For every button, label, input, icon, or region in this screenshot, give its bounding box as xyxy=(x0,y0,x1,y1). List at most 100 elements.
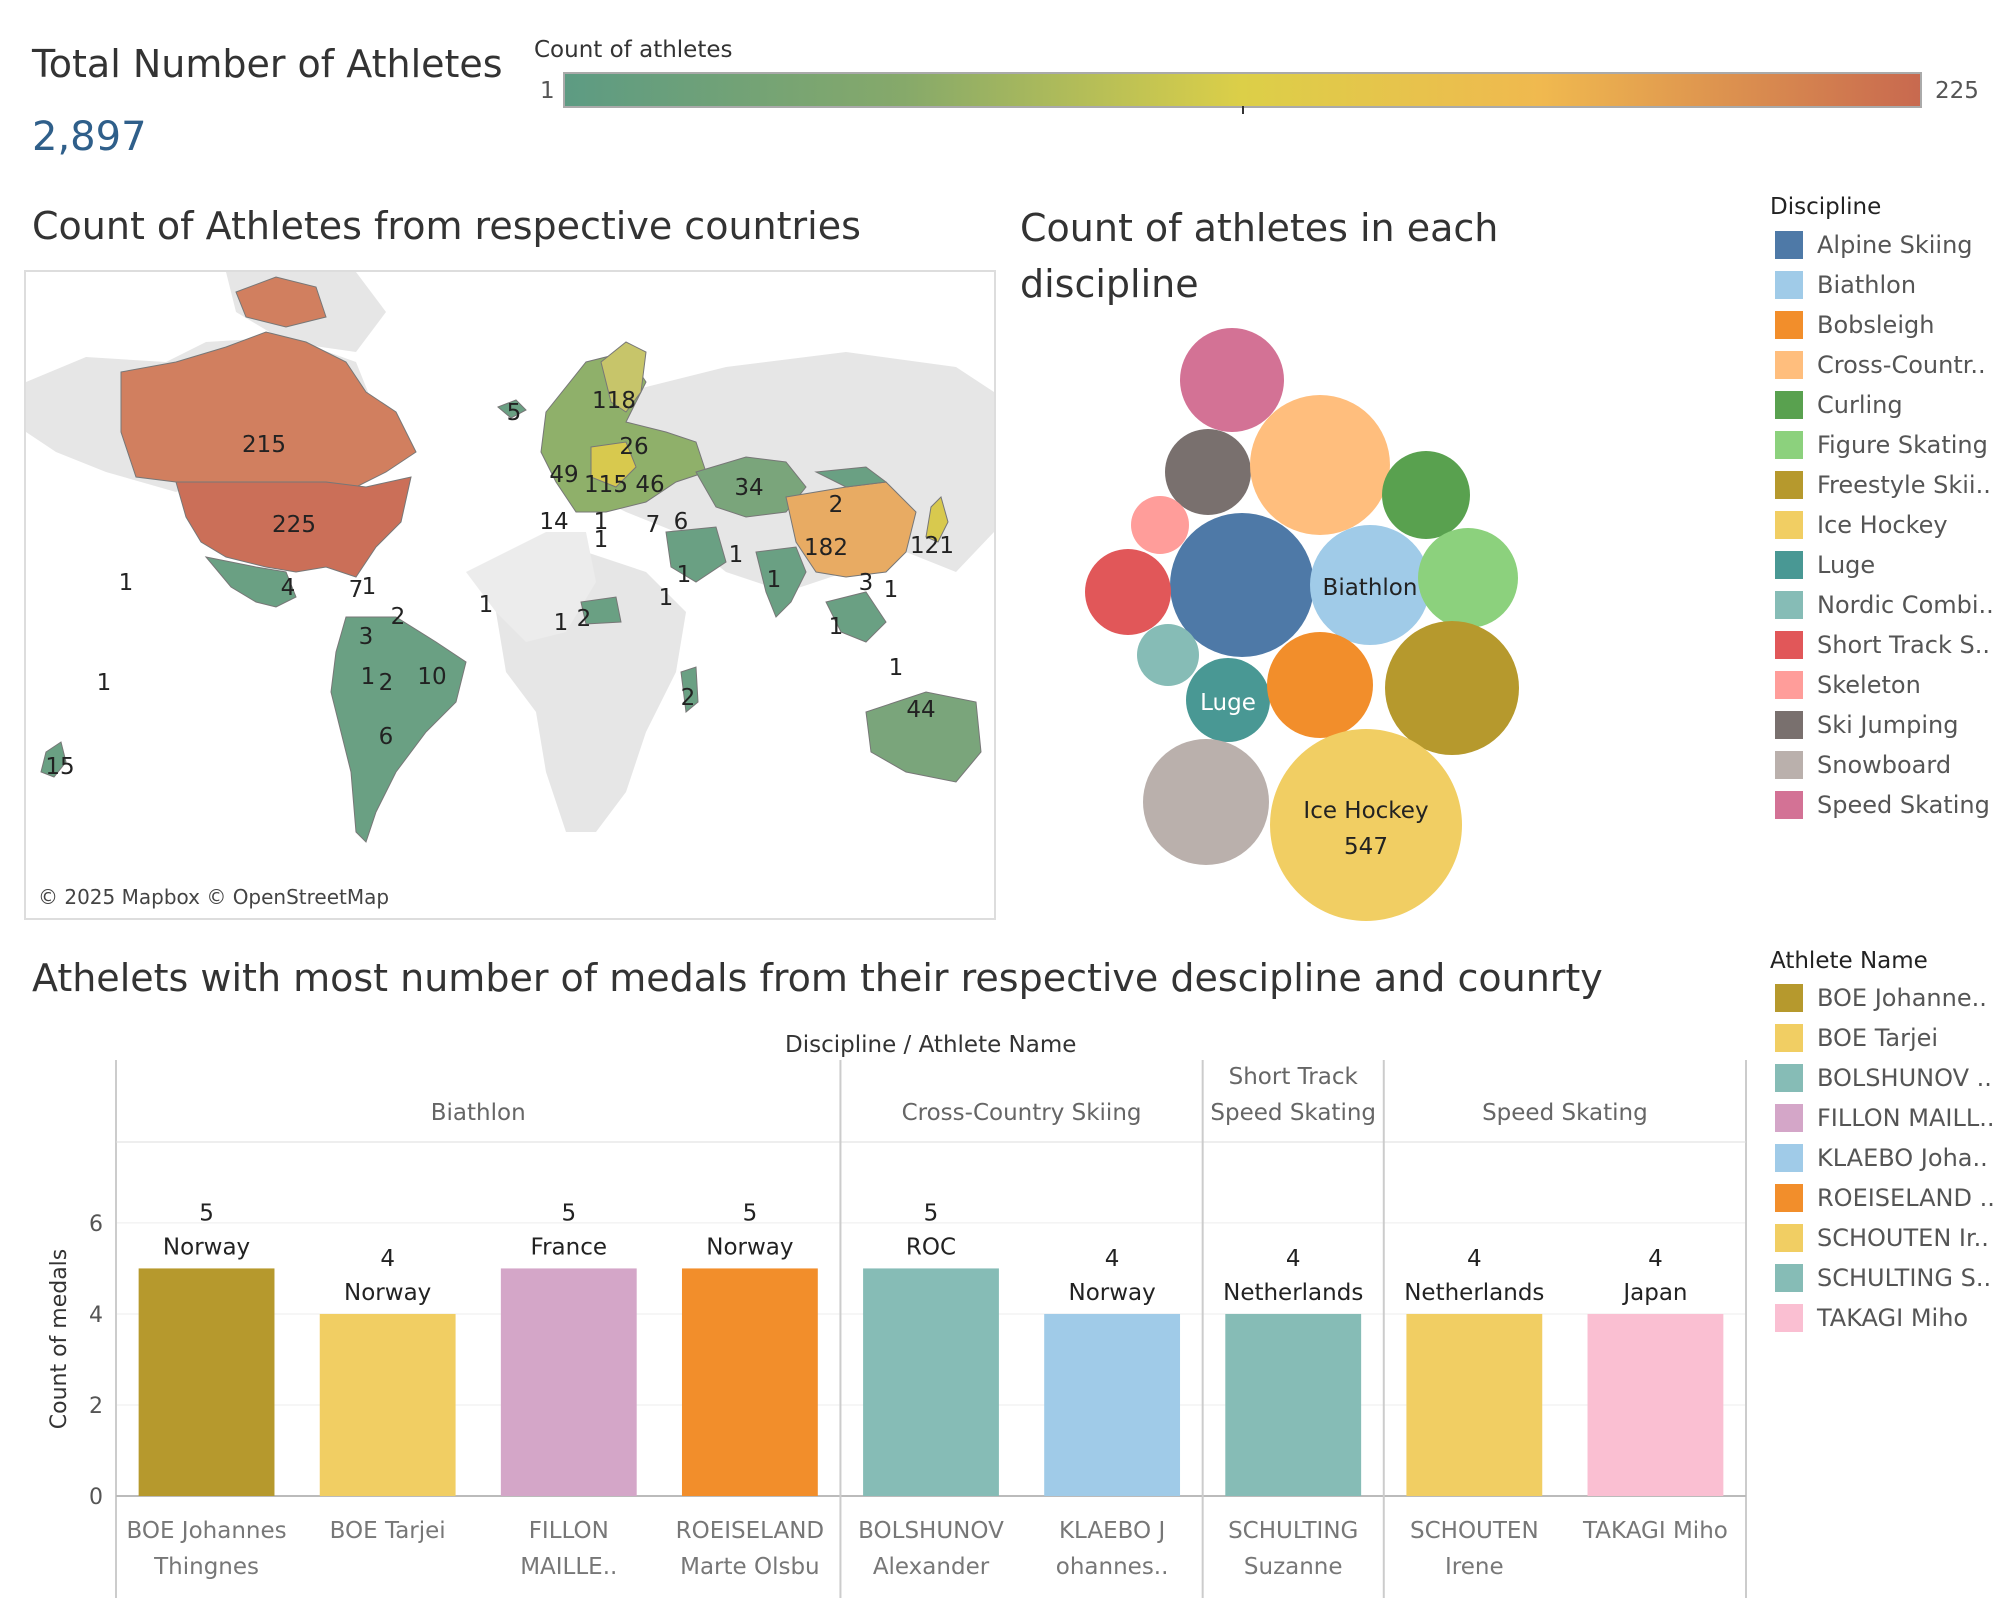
medal-bar[interactable] xyxy=(319,1313,456,1496)
bubble-ski-jumping[interactable] xyxy=(1165,429,1251,515)
country-mexico[interactable] xyxy=(204,556,297,608)
map-label: 1 xyxy=(659,585,674,611)
athlete-legend-item[interactable]: TAKAGI Miho xyxy=(1775,1298,1995,1338)
bubble-skeleton[interactable] xyxy=(1131,496,1189,554)
x-tick-label: SCHULTING Suzanne xyxy=(1228,1518,1358,1580)
y-tick-label: 4 xyxy=(89,1303,103,1328)
bubble-luge[interactable] xyxy=(1186,658,1270,742)
medal-bar[interactable] xyxy=(1225,1313,1362,1496)
world-map[interactable]: 215 225 4 7 1 3 2 1 2 10 6 1 15 5 118 26… xyxy=(24,270,996,920)
map-label: 26 xyxy=(619,434,648,460)
country-usa[interactable] xyxy=(175,476,412,578)
region-africa-west[interactable] xyxy=(580,596,622,625)
bubble-alpine-skiing[interactable] xyxy=(1170,513,1314,657)
map-label: 1 xyxy=(97,670,112,696)
discipline-legend-item[interactable]: Short Track S.. xyxy=(1775,625,1994,665)
medal-bar[interactable] xyxy=(681,1268,818,1496)
x-tick-label: BOE Johannes Thingnes xyxy=(126,1518,286,1580)
bubble-label-biathlon: Biathlon xyxy=(1323,575,1418,601)
bubble-cross-country[interactable] xyxy=(1250,395,1390,535)
map-attribution[interactable]: © 2025 Mapbox © OpenStreetMap xyxy=(34,884,394,910)
bubble-biathlon[interactable] xyxy=(1310,525,1430,645)
country-new-zealand[interactable] xyxy=(40,741,67,778)
map-label: 2 xyxy=(577,606,592,632)
athlete-legend-item[interactable]: KLAEBO Joha.. xyxy=(1775,1138,1995,1178)
bar-value-label: 4 xyxy=(1105,1246,1120,1272)
medal-bar[interactable] xyxy=(138,1268,275,1496)
legend-swatch xyxy=(1775,511,1803,539)
group-header: Speed Skating xyxy=(1482,1100,1648,1126)
discipline-legend-item[interactable]: Alpine Skiing xyxy=(1775,225,1994,265)
country-germany[interactable] xyxy=(590,441,637,488)
bubble-nordic-combined[interactable] xyxy=(1137,624,1199,686)
map-label: 1 xyxy=(829,614,844,640)
bar-country-label: Norway xyxy=(344,1280,431,1306)
kpi-value: 2,897 xyxy=(32,114,147,160)
bubble-speed-skating[interactable] xyxy=(1180,328,1284,432)
medal-bar[interactable] xyxy=(1044,1313,1181,1496)
country-india[interactable] xyxy=(755,546,807,618)
legend-label: Nordic Combi.. xyxy=(1817,591,1994,619)
medal-bar[interactable] xyxy=(863,1268,999,1496)
bubble-curling[interactable] xyxy=(1382,451,1470,539)
country-mongolia[interactable] xyxy=(814,466,888,488)
discipline-legend-item[interactable]: Bobsleigh xyxy=(1775,305,1994,345)
athlete-legend-item[interactable]: SCHULTING S.. xyxy=(1775,1258,1995,1298)
bubble-short-track[interactable] xyxy=(1085,549,1171,635)
athlete-legend-item[interactable]: BOE Tarjei xyxy=(1775,1018,1995,1058)
legend-label: Curling xyxy=(1817,391,1903,419)
country-australia[interactable] xyxy=(865,691,982,783)
athlete-legend-item[interactable]: FILLON MAILL.. xyxy=(1775,1098,1995,1138)
bubble-snowboard[interactable] xyxy=(1143,739,1269,865)
country-madagascar[interactable] xyxy=(680,666,699,713)
discipline-legend-item[interactable]: Ski Jumping xyxy=(1775,705,1994,745)
bubble-figure-skating[interactable] xyxy=(1418,528,1518,628)
x-tick-label: ROEISELAND Marte Olsbu xyxy=(676,1518,825,1580)
region-middle-east[interactable] xyxy=(665,526,727,583)
medal-bar[interactable] xyxy=(1406,1313,1543,1496)
country-canada[interactable] xyxy=(120,331,417,488)
map-label: 215 xyxy=(242,432,286,458)
medal-bar[interactable] xyxy=(500,1268,637,1496)
medal-bar[interactable] xyxy=(1587,1313,1724,1496)
discipline-legend-item[interactable]: Luge xyxy=(1775,545,1994,585)
legend-label: Ice Hockey xyxy=(1817,511,1948,539)
country-norway[interactable] xyxy=(600,341,647,413)
bubble-bobsleigh[interactable] xyxy=(1267,632,1373,738)
bar-country-label: Netherlands xyxy=(1404,1280,1544,1306)
group-header: Biathlon xyxy=(431,1100,526,1126)
legend-swatch xyxy=(1775,1104,1803,1132)
bubble-ice-hockey[interactable] xyxy=(1270,729,1462,921)
discipline-legend-item[interactable]: Snowboard xyxy=(1775,745,1994,785)
map-label: 6 xyxy=(379,724,394,750)
discipline-legend-item[interactable]: Freestyle Skii.. xyxy=(1775,465,1994,505)
discipline-legend: Alpine Skiing Biathlon Bobsleigh Cross-Coun… xyxy=(1775,225,1994,825)
athlete-legend: BOE Johanne.. BOE Tarjei BOLSHUNOV .. FILLO… xyxy=(1775,978,1995,1338)
country-japan[interactable] xyxy=(925,496,949,543)
land-bg xyxy=(466,532,596,642)
color-scale-title: Count of athletes xyxy=(534,37,733,63)
continent-south-america[interactable] xyxy=(330,616,467,843)
legend-label: Bobsleigh xyxy=(1817,311,1935,339)
athlete-legend-item[interactable]: BOE Johanne.. xyxy=(1775,978,1995,1018)
athlete-legend-item[interactable]: ROEISELAND .. xyxy=(1775,1178,1995,1218)
discipline-legend-item[interactable]: Figure Skating xyxy=(1775,425,1994,465)
discipline-legend-item[interactable]: Nordic Combi.. xyxy=(1775,585,1994,625)
country-canada-north[interactable] xyxy=(235,276,327,328)
discipline-legend-item[interactable]: Curling xyxy=(1775,385,1994,425)
discipline-legend-item[interactable]: Ice Hockey xyxy=(1775,505,1994,545)
region-southeast-asia[interactable] xyxy=(825,591,887,643)
bubble-label-luge: Luge xyxy=(1200,690,1256,716)
discipline-legend-item[interactable]: Cross-Countr.. xyxy=(1775,345,1994,385)
athlete-legend-item[interactable]: SCHOUTEN Ir.. xyxy=(1775,1218,1995,1258)
map-label: 2 xyxy=(379,670,394,696)
legend-label: Luge xyxy=(1817,551,1876,579)
bubble-freestyle-skiing[interactable] xyxy=(1385,621,1519,755)
discipline-legend-item[interactable]: Speed Skating xyxy=(1775,785,1994,825)
y-axis-label: Count of medals xyxy=(47,1249,72,1430)
color-scale-bar[interactable] xyxy=(563,72,1922,108)
country-iceland[interactable] xyxy=(497,399,527,419)
discipline-legend-item[interactable]: Biathlon xyxy=(1775,265,1994,305)
discipline-legend-item[interactable]: Skeleton xyxy=(1775,665,1994,705)
athlete-legend-item[interactable]: BOLSHUNOV .. xyxy=(1775,1058,1995,1098)
